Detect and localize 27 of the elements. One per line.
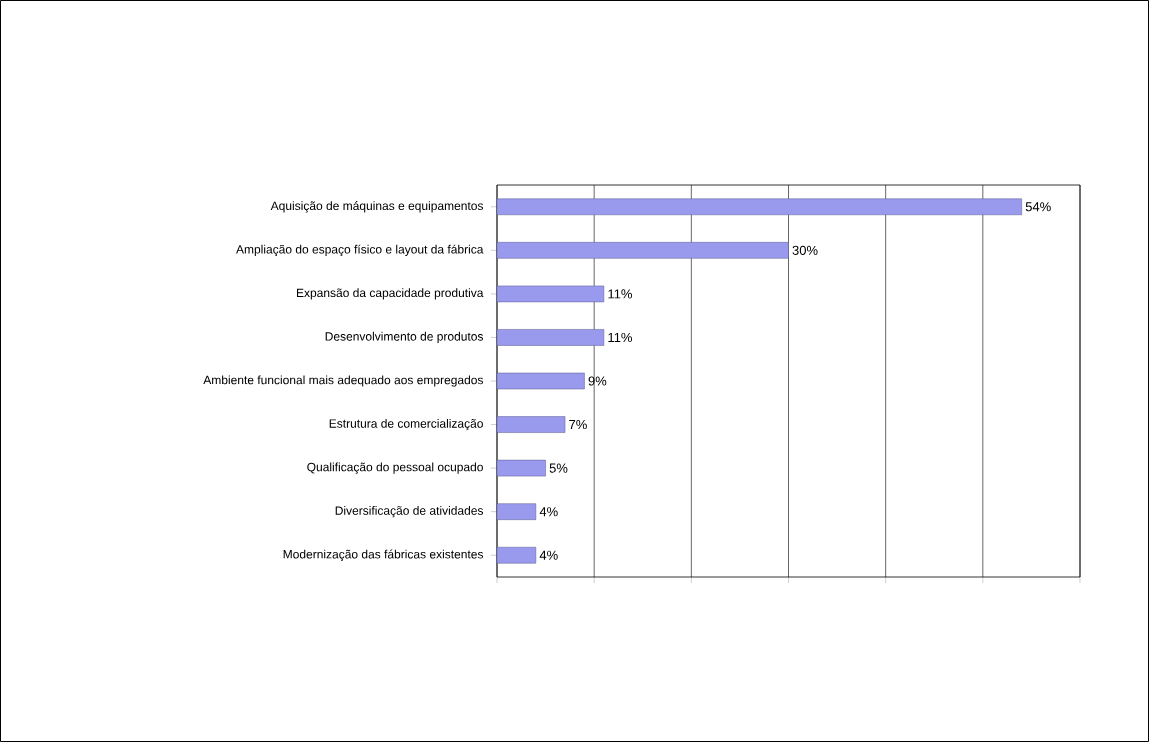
bar [496,198,1022,216]
data-label: 9% [588,376,607,386]
y-tick-label: Desenvolvimento de produtos [325,331,484,344]
bar [496,242,789,259]
y-tick-label: Diversificação de atividades [335,506,484,518]
bar [496,285,605,303]
data-label: 7% [569,420,587,430]
bar [496,546,537,564]
bar [496,329,605,346]
y-tick-label: Qualificação do pessoal ocupado [307,462,483,474]
data-label: 30% [792,245,818,255]
bar [496,459,546,477]
bar [496,503,537,520]
data-label: 4% [539,507,558,517]
data-label: 5% [549,463,568,473]
y-tick-label: Expansão da capacidade produtiva [296,288,484,300]
y-tick-label: Ambiente funcional mais adequado aos empregados [203,375,483,387]
y-tick-label: Estrutura de comercialização [329,418,483,431]
y-tick-label: Aquisição de máquinas e equipamentos [270,201,483,213]
bar [496,416,566,433]
y-tick-label: Modernização das fábricas existentes [283,549,484,561]
data-label: 11% [608,332,632,342]
bar [496,372,585,390]
y-tick-label: Ampliação do espaço físico e layout da fábrica [236,244,484,257]
data-label: 4% [539,550,558,560]
data-label: 54% [1025,202,1051,212]
data-label: 11% [608,289,632,299]
